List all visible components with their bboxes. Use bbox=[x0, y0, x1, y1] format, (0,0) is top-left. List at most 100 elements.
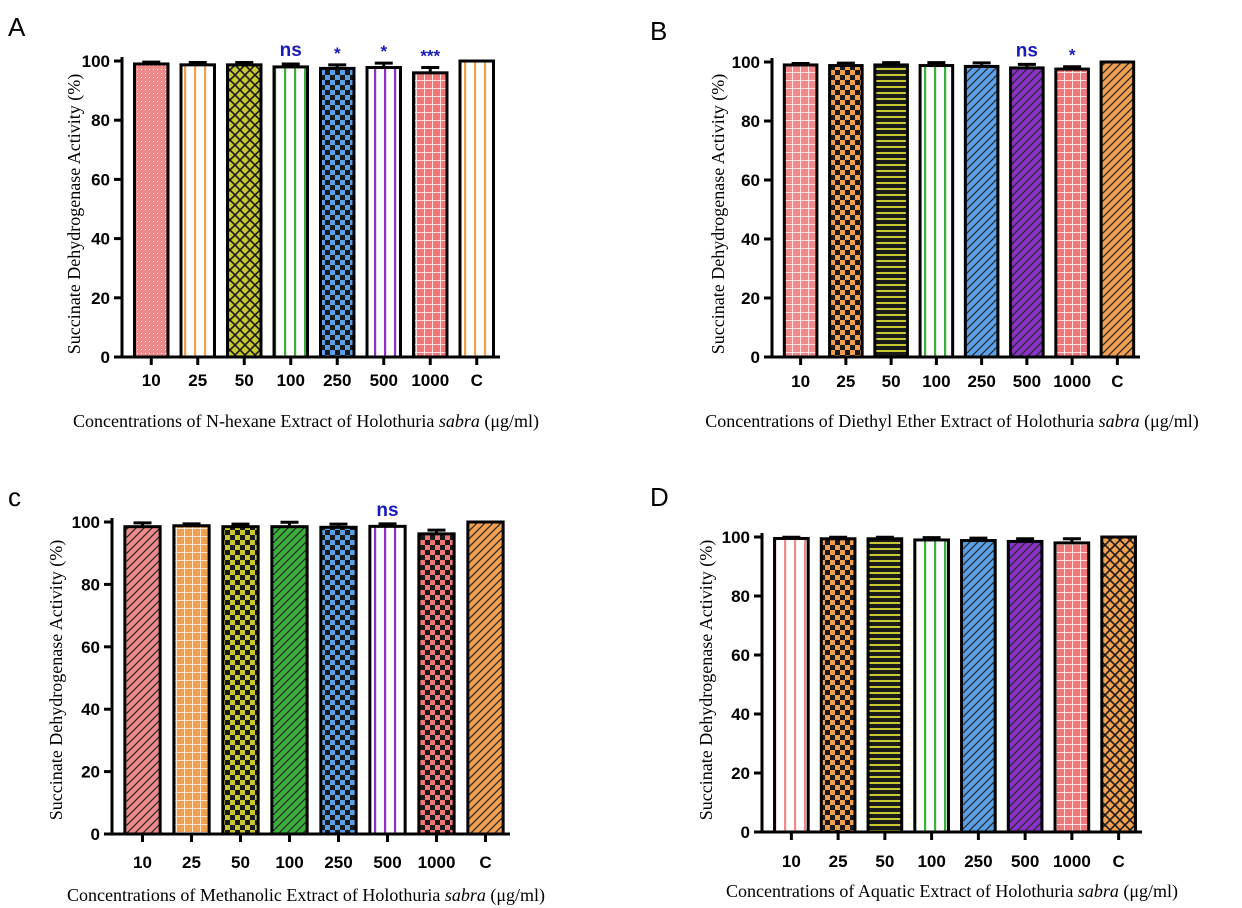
panel-d: D Succinate Dehydrogenase Activity (%) C… bbox=[650, 482, 1178, 902]
y-tick-label: 0 bbox=[751, 348, 760, 367]
y-tick-label: 40 bbox=[731, 705, 750, 724]
y-tick-label: 40 bbox=[81, 700, 100, 719]
x-tick-label-1000: 1000 bbox=[418, 853, 456, 872]
bar-50 bbox=[221, 525, 260, 836]
x-tick-label-1000: 1000 bbox=[411, 371, 449, 390]
panel-b-xlabel: Concentrations of Diethyl Ether Extract … bbox=[705, 411, 1199, 432]
x-tick-label-10: 10 bbox=[133, 853, 152, 872]
bar-250 bbox=[319, 66, 356, 359]
bar-C bbox=[458, 59, 495, 359]
x-tick-label-250: 250 bbox=[964, 852, 992, 871]
bar-100 bbox=[913, 538, 950, 834]
y-tick-label: 80 bbox=[81, 575, 100, 594]
y-tick-label: 0 bbox=[741, 823, 750, 842]
bar-25 bbox=[179, 63, 216, 359]
y-tick-label: 0 bbox=[91, 825, 100, 844]
x-tick-label-250: 250 bbox=[967, 372, 995, 391]
bar-250 bbox=[963, 64, 1000, 359]
x-tick-label-10: 10 bbox=[791, 372, 810, 391]
y-tick-label: 100 bbox=[722, 528, 750, 547]
y-tick-label: 100 bbox=[82, 52, 110, 71]
x-tick-label-500: 500 bbox=[370, 371, 398, 390]
panel-a-ylabel: Succinate Dehydrogenase Activity (%) bbox=[64, 74, 85, 354]
significance-label: * bbox=[334, 44, 341, 63]
bar-500 bbox=[368, 524, 407, 836]
y-tick-label: 20 bbox=[731, 764, 750, 783]
bar-C bbox=[1100, 535, 1137, 834]
panel-c-plot: 0 20 40 60 80 100 10 25 50 100 250 500 ns 1000 C bbox=[72, 500, 510, 872]
bar-25 bbox=[828, 64, 864, 359]
y-tick-label: 80 bbox=[731, 587, 750, 606]
significance-label: *** bbox=[420, 47, 440, 66]
y-tick-label: 60 bbox=[741, 171, 760, 190]
panel-c-xlabel: Concentrations of Methanolic Extract of … bbox=[67, 885, 545, 906]
panel-d-xlabel: Concentrations of Aquatic Extract of Hol… bbox=[726, 881, 1178, 902]
panel-a-xlabel: Concentrations of N-hexane Extract of Ho… bbox=[73, 411, 539, 432]
x-tick-label-25: 25 bbox=[182, 853, 201, 872]
y-tick-label: 80 bbox=[741, 112, 760, 131]
panel-b-letter: B bbox=[650, 16, 667, 46]
bar-500 bbox=[1009, 66, 1045, 359]
panel-d-plot: 0 20 40 60 80 100 10 25 50 100 250 500 1000 C bbox=[722, 528, 1142, 871]
panel-d-letter: D bbox=[650, 482, 669, 512]
x-tick-label-100: 100 bbox=[922, 372, 950, 391]
bar-1000 bbox=[412, 71, 449, 359]
bar-100 bbox=[918, 64, 955, 359]
panel-c-ylabel: Succinate Dehydrogenase Activity (%) bbox=[46, 540, 67, 820]
x-tick-label-25: 25 bbox=[836, 372, 855, 391]
y-tick-label: 20 bbox=[91, 289, 110, 308]
x-tick-label-100: 100 bbox=[277, 371, 305, 390]
bar-10 bbox=[773, 536, 810, 834]
bar-100 bbox=[272, 65, 309, 359]
significance-label: ns bbox=[376, 500, 398, 521]
x-tick-label-10: 10 bbox=[782, 852, 801, 871]
bar-100 bbox=[270, 525, 309, 836]
panel-a: A Succinate Dehydrogenase Activity (%) C… bbox=[8, 12, 539, 432]
x-tick-label-C: C bbox=[471, 371, 483, 390]
bar-1000 bbox=[1054, 67, 1090, 359]
x-tick-label-C: C bbox=[1112, 852, 1124, 871]
y-tick-label: 40 bbox=[91, 230, 110, 249]
bar-50 bbox=[873, 63, 909, 359]
x-tick-label-1000: 1000 bbox=[1053, 852, 1091, 871]
bar-250 bbox=[960, 539, 997, 834]
bar-25 bbox=[819, 537, 857, 834]
panel-a-letter: A bbox=[8, 12, 26, 42]
bar-10 bbox=[123, 525, 162, 836]
bar-250 bbox=[319, 525, 358, 836]
x-tick-label-C: C bbox=[479, 853, 491, 872]
x-tick-label-50: 50 bbox=[235, 371, 254, 390]
y-tick-label: 80 bbox=[91, 111, 110, 130]
x-tick-label-100: 100 bbox=[917, 852, 945, 871]
x-tick-label-500: 500 bbox=[1013, 372, 1041, 391]
y-tick-label: 100 bbox=[732, 53, 760, 72]
bar-500 bbox=[1006, 539, 1044, 834]
significance-label: ns bbox=[280, 40, 302, 61]
x-tick-label-50: 50 bbox=[231, 853, 250, 872]
panel-d-ylabel: Succinate Dehydrogenase Activity (%) bbox=[696, 540, 717, 820]
bar-1000 bbox=[1053, 541, 1091, 834]
x-tick-label-C: C bbox=[1111, 372, 1123, 391]
y-tick-label: 60 bbox=[81, 638, 100, 657]
panel-b-plot: 0 20 40 60 80 100 10 25 50 100 250 500 ns 1000 * C bbox=[732, 40, 1140, 391]
bar-10 bbox=[782, 63, 819, 359]
bar-C bbox=[466, 520, 505, 836]
x-tick-label-10: 10 bbox=[142, 371, 161, 390]
y-tick-label: 60 bbox=[731, 646, 750, 665]
significance-label: * bbox=[380, 42, 387, 61]
y-tick-label: 100 bbox=[72, 513, 100, 532]
panel-b: B Succinate Dehydrogenase Activity (%) C… bbox=[650, 16, 1199, 432]
y-tick-label: 20 bbox=[81, 763, 100, 782]
y-tick-label: 20 bbox=[741, 289, 760, 308]
x-tick-label-250: 250 bbox=[323, 371, 351, 390]
x-tick-label-250: 250 bbox=[324, 853, 352, 872]
x-tick-label-500: 500 bbox=[1011, 852, 1039, 871]
x-tick-label-25: 25 bbox=[829, 852, 848, 871]
bar-C bbox=[1099, 60, 1136, 359]
panel-b-ylabel: Succinate Dehydrogenase Activity (%) bbox=[708, 74, 729, 354]
bar-50 bbox=[866, 537, 904, 834]
panel-a-plot: 0 20 40 60 80 100 10 25 50 100 ns 250 * 500 * 1000 *** C bbox=[82, 40, 500, 390]
bar-50 bbox=[226, 63, 263, 359]
bar-1000 bbox=[417, 532, 456, 836]
